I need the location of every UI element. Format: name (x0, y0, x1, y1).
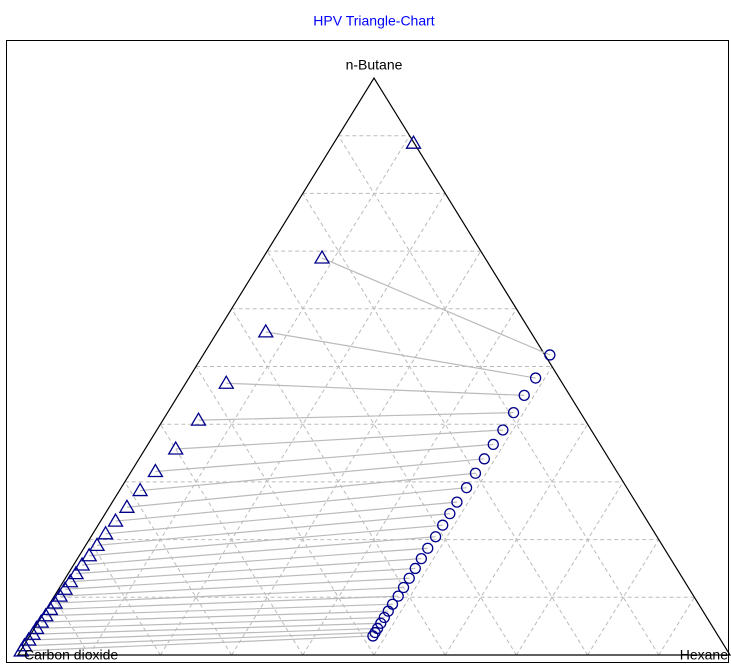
grid-line (159, 423, 304, 656)
circle-marker (422, 542, 434, 554)
vertex-label: Carbon dioxide (24, 647, 118, 663)
circle-marker (444, 507, 456, 520)
circle-marker (478, 453, 491, 465)
tie-line (140, 458, 485, 492)
grid-line (231, 250, 482, 656)
triangle-marker (218, 374, 235, 389)
circle-marker (451, 496, 463, 508)
grid-line (195, 366, 375, 656)
tie-line (32, 622, 381, 635)
frame (6, 40, 729, 663)
tie-line (82, 536, 436, 566)
grid-line (515, 481, 624, 656)
tie-line (45, 603, 393, 617)
tie-line (265, 331, 536, 379)
tie-line (175, 429, 503, 450)
triangle-marker (33, 613, 50, 628)
chart-title: HPV Triangle-Chart (313, 13, 434, 29)
triangle-marker (313, 249, 331, 264)
grid-line (266, 250, 517, 656)
grid-line (587, 539, 660, 656)
circle-marker (487, 438, 499, 451)
circle-marker (397, 581, 410, 594)
triangle-axes (16, 76, 731, 656)
triangle-marker (118, 498, 136, 513)
triangle-marker (73, 556, 91, 571)
tie-line (54, 586, 404, 604)
circle-marker (429, 531, 442, 543)
tie-line (24, 631, 376, 647)
circle-marker (497, 424, 509, 436)
triangle-marker (67, 565, 85, 580)
triangle-marker (13, 642, 30, 657)
grid-line (658, 597, 695, 656)
vertex-label: Hexane (680, 647, 728, 663)
circle-marker (437, 519, 449, 531)
grid-line (373, 366, 553, 656)
circle-marker (382, 605, 394, 617)
triangle-marker (147, 463, 164, 478)
triangle-marker (62, 573, 79, 588)
circle-marker (403, 572, 415, 584)
triangle-marker (190, 411, 207, 426)
circle-marker (378, 611, 390, 624)
tie-line (64, 567, 416, 590)
vertex-label: n-Butane (346, 57, 403, 73)
circle-marker (469, 467, 482, 479)
tie-line (321, 257, 551, 356)
triangle-marker (97, 525, 114, 540)
tie-line (89, 524, 443, 557)
circle-marker (367, 630, 379, 642)
triangle-marker (56, 580, 74, 595)
circle-marker (544, 349, 556, 361)
tie-line (226, 382, 525, 396)
circle-marker (460, 482, 473, 494)
triangle-marker (81, 547, 98, 562)
tie-line (36, 616, 385, 630)
grid-line (159, 193, 446, 656)
triangle-marker (131, 482, 149, 497)
tie-line (28, 627, 378, 641)
circle-marker (518, 389, 530, 402)
tie-line (96, 513, 450, 546)
triangle-marker (107, 512, 124, 527)
triangle-marker (51, 587, 69, 602)
tie-line (50, 595, 399, 611)
triangle-marker (257, 323, 274, 338)
circle-marker (529, 372, 542, 384)
triangle-marker (37, 607, 54, 622)
tie-line (21, 635, 373, 652)
grid-line (302, 308, 517, 656)
grid-line (53, 597, 90, 656)
triangle-marker (167, 440, 184, 455)
triangle-marker (405, 134, 422, 149)
tie-line (198, 412, 514, 421)
triangle-marker (88, 537, 106, 552)
tie-line (41, 610, 389, 623)
circle-marker (415, 552, 427, 565)
triangle-marker (42, 601, 59, 616)
tie-line (70, 558, 422, 583)
grid-line (444, 423, 589, 656)
tie-line (105, 501, 458, 535)
tie-line (75, 547, 428, 575)
tie-line (155, 443, 494, 473)
tie-line (59, 577, 410, 597)
circle-marker (392, 590, 404, 602)
circle-marker (507, 407, 520, 419)
grid-line (337, 135, 660, 656)
tie-line (126, 472, 476, 508)
triangle-marker (46, 594, 64, 609)
tie-line (115, 487, 467, 522)
grid-line (124, 481, 233, 656)
circle-marker (409, 562, 421, 575)
